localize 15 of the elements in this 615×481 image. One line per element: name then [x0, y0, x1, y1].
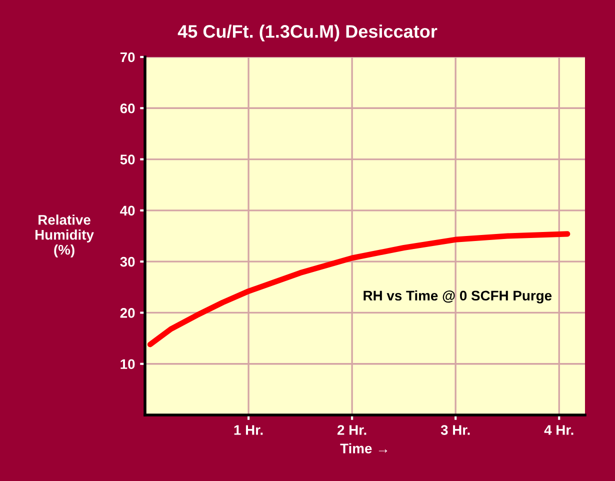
- x-tick-label: 3 Hr.: [440, 425, 470, 435]
- annotation: RH vs Time @ 0 SCFH Purge: [364, 290, 552, 304]
- x-axis-title: Time →: [340, 443, 388, 454]
- y-tick-label: 70: [120, 52, 135, 62]
- x-tick-label: 1 Hr.: [234, 425, 263, 435]
- chart-title: 45 Cu/Ft. (1.3Cu.M) Desiccator: [178, 24, 438, 42]
- x-tick-label: 2 Hr.: [337, 425, 366, 435]
- y-tick-label: 30: [120, 256, 135, 267]
- y-axis-title: Relative Humidity (%): [36, 214, 94, 258]
- y-tick-label: 40: [120, 206, 135, 216]
- x-tick-label: 4 Hr.: [544, 425, 574, 435]
- y-tick-label: 60: [120, 103, 135, 114]
- y-tick-label: 10: [120, 359, 135, 370]
- y-tick-label: 50: [120, 154, 135, 164]
- y-tick-label: 20: [120, 308, 135, 318]
